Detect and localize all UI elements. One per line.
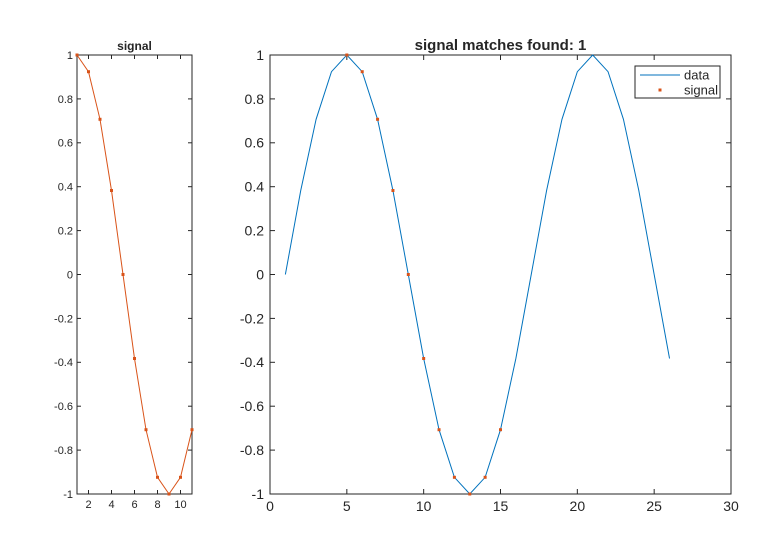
y-tick-label: 1: [256, 47, 264, 63]
axes-1: 2 4 6 8 10 -1 -0.8 -0.6 -0.4 -0.2 0 0.2 0.4 0.6 0.8 1 si…: [54, 39, 194, 511]
x-tick-label: 20: [570, 498, 586, 514]
y-tick-label: -1: [252, 486, 265, 502]
data-point: [483, 475, 487, 479]
x-tick-label: 0: [266, 498, 274, 514]
legend-box: [634, 65, 721, 99]
x-tick-label: 10: [416, 498, 432, 514]
data-point: [87, 70, 90, 74]
y-tick-label: -0.2: [54, 313, 73, 325]
data-point: [422, 357, 426, 361]
y-tick-label: 0.2: [245, 223, 265, 239]
data-point: [437, 428, 441, 432]
x-tick-label: 2: [85, 499, 91, 511]
y-tick-label: 1: [67, 50, 73, 62]
data-point: [179, 475, 182, 479]
data-point: [75, 53, 79, 57]
data-point: [167, 492, 171, 496]
chart-title: signal matches found: 1: [415, 37, 587, 54]
y-tick-label: -1: [63, 489, 73, 501]
data-point: [98, 117, 102, 121]
y-tick-label: -0.8: [240, 442, 264, 458]
y-tick-label: 0.4: [245, 179, 265, 195]
x-tick-label: 4: [108, 499, 114, 511]
x-tick-label: 25: [646, 498, 662, 514]
x-tick-label: 30: [723, 498, 739, 514]
x-tick-label: 8: [154, 499, 160, 511]
y-tick-label: 0.2: [58, 225, 73, 237]
y-tick-label: 0.8: [245, 91, 265, 107]
x-tick-label: 15: [493, 498, 509, 514]
y-tick-label: -0.4: [54, 357, 73, 369]
x-tick-label: 10: [174, 499, 186, 511]
data-point: [406, 273, 410, 276]
legend-entry: signal: [684, 83, 718, 98]
data-point: [121, 273, 125, 276]
chart-title: signal: [117, 39, 152, 53]
data-point: [468, 492, 472, 496]
y-tick-label: -0.6: [240, 398, 264, 414]
data-point: [190, 428, 194, 432]
data-point: [360, 70, 364, 74]
y-tick-label: -0.4: [240, 354, 264, 370]
axes-box: [76, 54, 193, 495]
data-point: [376, 117, 380, 121]
y-tick-label: -0.8: [54, 445, 73, 457]
y-tick-label: 0.8: [58, 94, 73, 106]
y-tick-label: 0.4: [58, 182, 73, 194]
data-point: [156, 475, 159, 479]
series-line-data: [284, 54, 671, 495]
x-tick-label: 5: [343, 498, 351, 514]
legend-entry: data: [684, 68, 710, 83]
data-point: [144, 428, 148, 432]
data-point: [391, 188, 395, 192]
data-point: [452, 475, 456, 479]
y-tick-label: 0: [67, 269, 73, 281]
y-tick-label: -0.2: [240, 310, 264, 326]
data-point: [499, 428, 502, 432]
data-point: [345, 53, 349, 57]
y-tick-label: 0: [256, 266, 264, 282]
data-point: [133, 357, 136, 361]
axes-2: 0 5 10 15 20 25 30 -1 -0.8 -0.6 -0.4 -0.2 0 0.2 0.4 0.6…: [240, 37, 739, 514]
y-tick-label: -0.6: [54, 401, 73, 413]
y-tick-label: 0.6: [58, 138, 73, 150]
data-point: [110, 188, 113, 192]
y-tick-label: 0.6: [245, 135, 265, 151]
legend-marker-icon: [658, 88, 662, 92]
x-tick-label: 6: [131, 499, 137, 511]
